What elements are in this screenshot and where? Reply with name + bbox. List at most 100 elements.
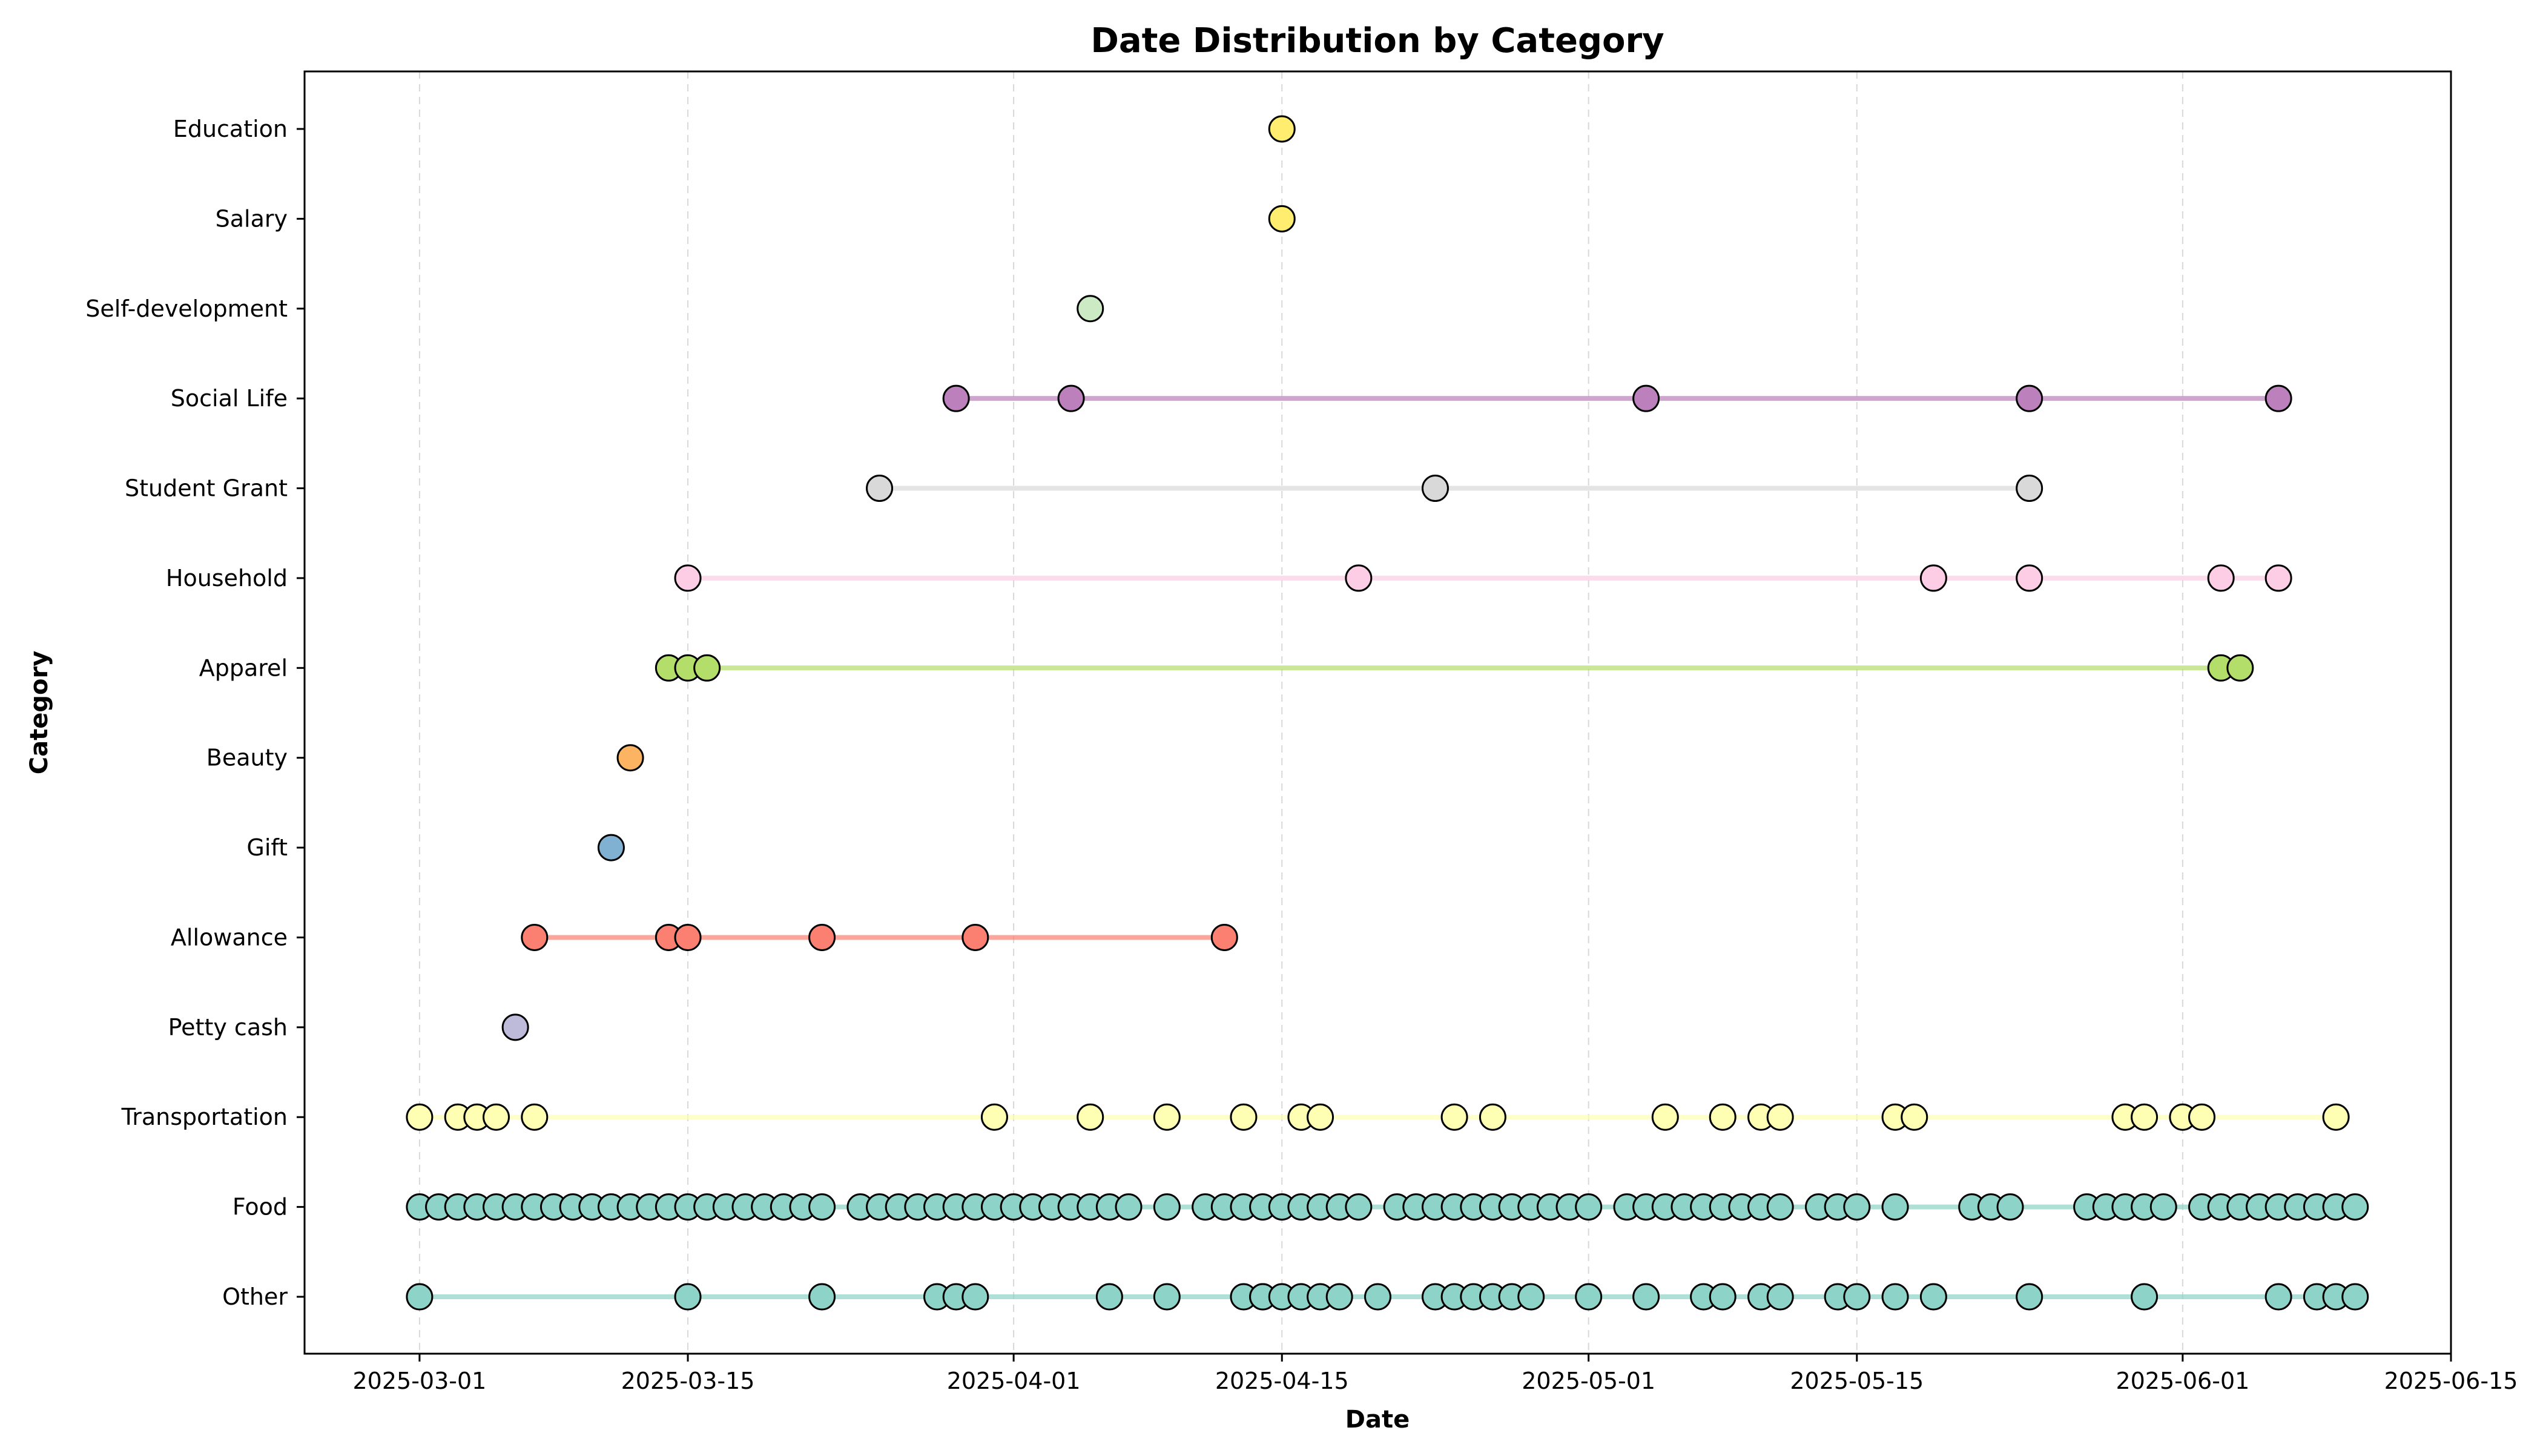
y-tick-label: Student Grant <box>125 475 288 502</box>
y-tick-label: Gift <box>246 834 288 861</box>
x-tick-label: 2025-03-15 <box>621 1368 755 1394</box>
y-tick-label: Petty cash <box>168 1014 288 1041</box>
point-food <box>1575 1193 1603 1221</box>
point-apparel <box>2226 654 2254 682</box>
x-axis-label: Date <box>1345 1406 1410 1434</box>
point-other <box>1709 1283 1737 1311</box>
point-food <box>1996 1193 2024 1221</box>
point-household <box>2016 564 2043 592</box>
point-transportation <box>2188 1103 2216 1131</box>
point-other <box>406 1283 434 1311</box>
point-food <box>2341 1193 2369 1221</box>
point-food <box>1153 1193 1181 1221</box>
x-tick-label: 2025-05-15 <box>1790 1368 1924 1394</box>
y-tick-label: Beauty <box>206 745 288 771</box>
point-household <box>674 564 702 592</box>
point-student-grant <box>2016 475 2043 502</box>
point-transportation <box>1440 1103 1468 1131</box>
x-tick-label: 2025-04-01 <box>947 1368 1081 1394</box>
y-tick-label: Transportation <box>121 1104 288 1130</box>
y-axis-label: Category <box>25 651 53 775</box>
point-self-development <box>1077 295 1104 323</box>
point-transportation <box>1230 1103 1258 1131</box>
point-other <box>674 1283 702 1311</box>
point-food <box>1766 1193 1794 1221</box>
point-other <box>1325 1283 1353 1311</box>
point-food <box>1115 1193 1143 1221</box>
point-allowance <box>521 923 549 951</box>
point-transportation <box>1901 1103 1928 1131</box>
point-beauty <box>616 744 644 772</box>
point-social-life <box>1632 384 1660 412</box>
series-layer <box>406 115 2369 1311</box>
point-education <box>1268 115 1296 143</box>
point-salary <box>1268 205 1296 232</box>
point-household <box>1919 564 1947 592</box>
point-other <box>1517 1283 1545 1311</box>
point-food <box>1881 1193 1909 1221</box>
point-household <box>2264 564 2292 592</box>
point-allowance <box>674 923 702 951</box>
point-transportation <box>483 1103 510 1131</box>
point-food <box>808 1193 836 1221</box>
point-other <box>1095 1283 1123 1311</box>
point-student-grant <box>1421 475 1449 502</box>
y-tick-label: Salary <box>216 205 288 232</box>
point-social-life <box>1057 384 1085 412</box>
point-transportation <box>521 1103 549 1131</box>
y-tick-label: Education <box>173 116 288 142</box>
axis-layer: 2025-03-01 2025-03-15 2025-04-01 2025-04-15… <box>85 116 2518 1394</box>
point-social-life <box>2264 384 2292 412</box>
point-apparel <box>693 654 721 682</box>
y-tick-label: Food <box>233 1194 288 1220</box>
point-household <box>2207 564 2235 592</box>
x-tick-label: 2025-06-15 <box>2384 1368 2518 1394</box>
y-tick-label: Household <box>166 565 288 591</box>
point-transportation <box>406 1103 434 1131</box>
point-other <box>1153 1283 1181 1311</box>
x-tick-label: 2025-06-01 <box>2116 1368 2249 1394</box>
point-other <box>1766 1283 1794 1311</box>
grid-layer <box>418 71 2452 1354</box>
point-allowance <box>1210 923 1238 951</box>
point-allowance <box>961 923 989 951</box>
point-social-life <box>942 384 970 412</box>
point-gift <box>597 834 625 861</box>
point-other <box>1843 1283 1871 1311</box>
point-transportation <box>1077 1103 1104 1131</box>
chart-title: Date Distribution by Category <box>1090 21 1664 61</box>
point-other <box>1881 1283 1909 1311</box>
point-transportation <box>2322 1103 2350 1131</box>
point-food <box>1843 1193 1871 1221</box>
point-transportation <box>1651 1103 1679 1131</box>
point-household <box>1345 564 1373 592</box>
y-tick-label: Apparel <box>199 654 288 681</box>
x-tick-label: 2025-03-01 <box>352 1368 486 1394</box>
point-transportation <box>1307 1103 1334 1131</box>
point-petty-cash <box>501 1013 529 1041</box>
point-transportation <box>980 1103 1008 1131</box>
point-other <box>961 1283 989 1311</box>
y-tick-label: Social Life <box>171 385 288 412</box>
point-food <box>2149 1193 2177 1221</box>
point-other <box>1632 1283 1660 1311</box>
point-other <box>2131 1283 2159 1311</box>
point-other <box>2341 1283 2369 1311</box>
y-tick-label: Other <box>222 1283 288 1310</box>
point-transportation <box>1153 1103 1181 1131</box>
plot-frame <box>303 70 2452 1355</box>
point-other <box>808 1283 836 1311</box>
point-transportation <box>1709 1103 1737 1131</box>
point-transportation <box>2131 1103 2159 1131</box>
x-tick-label: 2025-04-15 <box>1215 1368 1349 1394</box>
point-allowance <box>808 923 836 951</box>
x-tick-label: 2025-05-01 <box>1522 1368 1655 1394</box>
y-tick-label: Self-development <box>85 295 288 322</box>
point-other <box>1364 1283 1391 1311</box>
point-transportation <box>1479 1103 1506 1131</box>
point-other <box>1575 1283 1603 1311</box>
point-other <box>1919 1283 1947 1311</box>
point-social-life <box>2016 384 2043 412</box>
